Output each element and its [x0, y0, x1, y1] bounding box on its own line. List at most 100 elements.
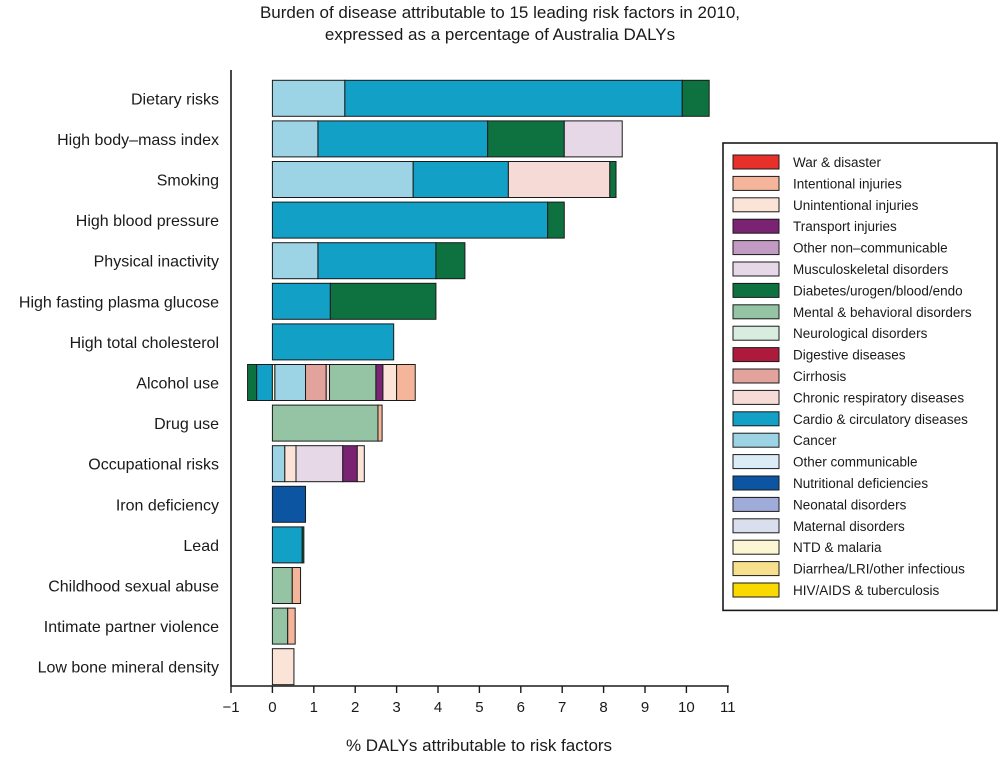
category-label: Childhood sexual abuse	[48, 579, 219, 596]
bar-segment	[609, 161, 617, 198]
legend-swatch	[732, 175, 780, 191]
legend-label: Chronic respiratory diseases	[793, 390, 964, 405]
bar-segment	[317, 120, 489, 158]
legend-swatch	[732, 518, 780, 534]
bar-segment	[271, 242, 319, 280]
bar-segment	[256, 364, 273, 401]
bar-segment	[271, 120, 319, 158]
chart-title: Burden of disease attributable to 15 lea…	[260, 3, 740, 22]
x-tick-label: 1	[310, 699, 318, 716]
bar-group	[271, 648, 295, 686]
legend-label: Other communicable	[793, 455, 918, 470]
x-axis: −1 0 1 2 3 4 5 6 7 8 9 10 11	[222, 70, 736, 716]
legend-label: Musculoskeletal disorders	[793, 262, 949, 277]
legend-label: Other non–communicable	[793, 241, 948, 256]
bar-segment	[271, 79, 346, 117]
bar-segment	[382, 364, 398, 401]
bar-segment	[271, 485, 307, 523]
legend-label: Unintentional injuries	[793, 198, 919, 213]
bar-segment	[247, 364, 258, 401]
legend-label: Neonatal disorders	[793, 497, 907, 512]
bar-segment	[356, 445, 365, 483]
legend-label: Cirrhosis	[793, 369, 847, 384]
bar-segment	[271, 526, 303, 564]
legend-swatch	[732, 325, 780, 341]
legend-label: Nutritional deficiencies	[793, 476, 928, 491]
x-axis-title: % DALYs attributable to risk factors	[346, 736, 612, 755]
bar-segment	[271, 323, 395, 361]
category-label: High total cholesterol	[70, 335, 219, 352]
category-label: Physical inactivity	[94, 254, 219, 271]
legend-label: Cancer	[793, 433, 837, 448]
legend-swatch	[732, 389, 780, 405]
category-label: High body–mass index	[57, 132, 219, 149]
x-tick-label: 3	[392, 699, 400, 716]
category-label: Iron deficiency	[116, 497, 219, 514]
bar-segment	[271, 201, 549, 239]
bar-segment	[271, 648, 295, 686]
bar-segment	[291, 567, 302, 604]
category-label: High fasting plasma glucose	[19, 294, 219, 311]
legend-label: HIV/AIDS & tuberculosis	[793, 583, 940, 598]
bar-segment	[344, 79, 683, 117]
legend-label: Maternal disorders	[793, 519, 905, 534]
legend-swatch	[732, 261, 780, 277]
bar-segment	[274, 364, 307, 401]
category-label: Intimate partner violence	[44, 619, 219, 636]
x-tick-label: −1	[222, 699, 239, 716]
category-label: Alcohol use	[136, 376, 219, 393]
category-label: High blood pressure	[76, 213, 219, 230]
bar-segment	[329, 282, 437, 320]
legend-swatch	[732, 539, 780, 555]
category-label: Drug use	[154, 416, 219, 433]
legend-swatch	[732, 582, 780, 598]
x-tick-label: 11	[720, 699, 736, 716]
category-labels: Dietary risks High body–mass index Smoking…	[19, 91, 219, 676]
bar-segment	[377, 404, 383, 442]
bar-segment	[271, 607, 289, 645]
category-label: Low bone mineral density	[38, 660, 219, 677]
bar-segment	[547, 201, 565, 239]
category-label: Occupational risks	[88, 457, 219, 474]
x-tick-label: 8	[599, 699, 607, 716]
bar-group	[271, 526, 305, 564]
bar-group	[271, 567, 302, 604]
bar-group	[271, 607, 296, 645]
legend-swatch	[732, 218, 780, 234]
bar-group	[271, 79, 710, 117]
plot-area	[247, 79, 710, 686]
bar-segment	[375, 364, 384, 401]
bar-segment	[681, 79, 710, 117]
bar-segment	[507, 161, 611, 198]
legend-swatch	[732, 197, 780, 213]
bar-segment	[271, 567, 293, 604]
bar-segment	[487, 120, 565, 158]
legend-label: Mental & behavioral disorders	[793, 305, 972, 320]
x-tick-label: 10	[678, 699, 695, 716]
bar-segment	[317, 242, 437, 280]
legend: War & disaster Intentional injuries Uninte…	[722, 142, 998, 612]
bar-segment	[287, 607, 296, 645]
x-tick-label: 6	[517, 699, 525, 716]
legend-label: War & disaster	[793, 155, 882, 170]
bar-segment	[271, 445, 286, 483]
legend-swatch	[732, 304, 780, 320]
legend-label: Neurological disorders	[793, 326, 928, 341]
bar-segment	[396, 364, 416, 401]
bar-segment	[271, 282, 331, 320]
chart-subtitle: expressed as a percentage of Australia D…	[325, 25, 675, 44]
bar-group	[271, 404, 383, 442]
bar-group	[271, 445, 365, 483]
bar-segment	[271, 404, 379, 442]
bar-segment	[284, 445, 297, 483]
bar-group	[271, 161, 617, 198]
category-label: Smoking	[157, 173, 219, 190]
legend-swatch	[732, 240, 780, 256]
category-label: Lead	[183, 538, 219, 555]
legend-swatch	[732, 411, 780, 427]
bar-segment	[329, 364, 377, 401]
legend-swatch	[732, 475, 780, 491]
legend-swatch	[732, 561, 780, 577]
legend-label: Cardio & circulatory diseases	[793, 412, 968, 427]
